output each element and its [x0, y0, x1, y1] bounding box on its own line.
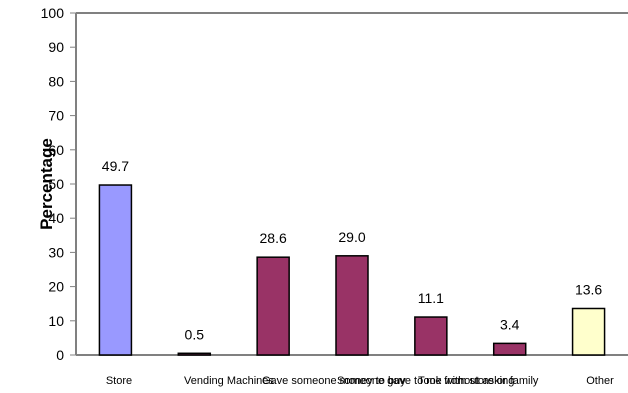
y-tick-label: 100	[41, 5, 65, 21]
bar	[98, 184, 133, 356]
x-category-label: Vending Machines	[184, 375, 274, 387]
x-category-label: Gave someone money to buy	[262, 375, 406, 387]
bar	[335, 255, 369, 356]
y-tick-label: 40	[48, 210, 64, 226]
bar-value-label: 13.6	[575, 281, 602, 297]
y-tick-label: 90	[48, 39, 64, 55]
bar	[414, 316, 448, 356]
y-tick-label: 80	[48, 73, 64, 89]
bar-value-label: 3.4	[500, 316, 520, 332]
bar	[571, 307, 606, 356]
bar	[256, 256, 290, 356]
bar-value-label: 29.0	[338, 229, 365, 245]
y-tick-label: 70	[48, 108, 64, 124]
y-ticks-group: 0 10 20 30 40 50 60 70 80 90 100	[41, 5, 76, 363]
y-tick-label: 50	[48, 176, 64, 192]
y-tick-label: 0	[56, 347, 64, 363]
bar	[492, 342, 527, 356]
x-category-label: Someone gave to me without asking	[337, 375, 514, 387]
bar-value-label: 11.1	[418, 290, 444, 306]
bar-value-label: 28.6	[260, 230, 287, 246]
bar-value-label: 49.7	[102, 158, 129, 174]
y-tick-label: 60	[48, 142, 64, 158]
data-labels-group: 49.7 0.5 28.6 29.0 11.1 3.4 13.6	[102, 158, 603, 342]
bar	[177, 352, 212, 356]
bar-value-label: 0.5	[185, 326, 205, 342]
y-tick-label: 20	[48, 279, 64, 295]
x-category-label: Store	[106, 375, 132, 387]
y-axis-title: Percentage	[37, 138, 56, 230]
y-tick-label: 30	[48, 244, 64, 260]
y-tick-label: 10	[48, 313, 64, 329]
bars-group	[98, 184, 606, 356]
x-category-label: Took from store or family	[418, 375, 539, 387]
x-category-label: Other	[586, 375, 614, 387]
